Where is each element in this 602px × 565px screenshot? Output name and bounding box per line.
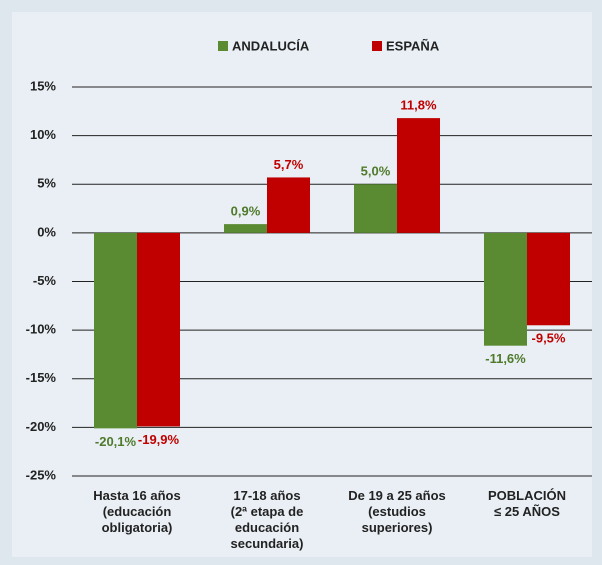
data-label: 5,0% [361,164,391,179]
x-tick-label: POBLACIÓN ≤ 25 AÑOS [488,488,566,519]
bar [94,232,137,429]
y-tick-label: 0% [37,224,56,239]
x-tick-label: 17-18 años (2ª etapa de educación secund… [230,488,304,551]
data-label: -20,1% [95,434,137,449]
data-label: -19,9% [138,432,180,447]
bar [484,232,527,346]
bar [224,224,267,233]
y-tick-label: 10% [30,127,56,142]
x-tick-label: De 19 a 25 años (estudios superiores) [348,488,446,535]
y-tick-label: -10% [26,322,57,337]
bar [397,118,440,233]
y-tick-label: -15% [26,370,57,385]
bar [267,177,310,233]
x-tick-label: Hasta 16 años (educación obligatoria) [93,488,181,535]
legend-label: ANDALUCÍA [232,38,310,53]
y-tick-label: -5% [33,273,57,288]
data-label: 5,7% [274,157,304,172]
legend-label: ESPAÑA [386,38,440,53]
bar [354,184,397,233]
y-tick-label: -25% [26,467,57,482]
legend-swatch [218,41,228,51]
data-label: 11,8% [400,98,437,113]
y-tick-label: -20% [26,419,57,434]
y-tick-label: 5% [37,176,56,191]
data-label: 0,9% [231,204,261,219]
bar [137,232,180,427]
data-label: -9,5% [532,331,566,346]
bar [527,232,570,326]
data-label: -11,6% [485,351,526,366]
legend-swatch [372,41,382,51]
y-tick-label: 15% [30,78,56,93]
